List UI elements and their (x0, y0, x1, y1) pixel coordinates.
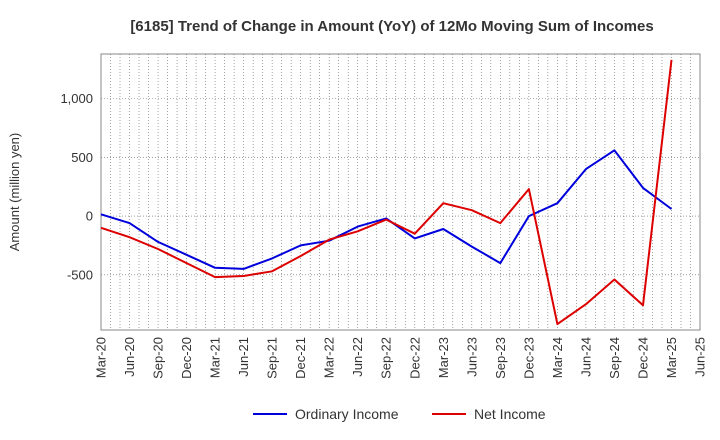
x-tick-label: Sep-21 (265, 337, 280, 379)
y-axis-ticks: -500 0 500 1,000 (60, 91, 93, 282)
x-tick-label: Dec-24 (635, 337, 650, 379)
chart-title: [6185] Trend of Change in Amount (YoY) o… (130, 18, 653, 35)
x-tick-label: Jun-24 (578, 337, 593, 377)
x-tick-label: Mar-21 (208, 337, 223, 378)
x-tick-label: Jun-20 (122, 337, 137, 377)
ordinary-income-line (100, 149, 673, 270)
x-tick-label: Mar-23 (436, 337, 451, 378)
x-tick-label: Dec-21 (293, 337, 308, 379)
x-axis-ticks: Mar-20 Jun-20 Sep-20 Dec-20 Mar-21 Jun-21 Sep-… (94, 337, 708, 379)
x-tick-label: Mar-22 (322, 337, 337, 378)
ordinary-income-legend-label: Ordinary Income (295, 406, 399, 422)
legend: Ordinary Income Net Income (253, 406, 546, 422)
y-tick-label: 500 (71, 150, 93, 165)
x-tick-label: Jun-23 (464, 337, 479, 377)
x-tick-label: Mar-24 (550, 337, 565, 378)
x-tick-label: Dec-22 (407, 337, 422, 379)
x-tick-label: Mar-20 (94, 337, 109, 378)
y-axis-label: Amount (million yen) (7, 133, 22, 252)
x-tick-label: Mar-25 (664, 337, 679, 378)
plot-area (100, 53, 701, 331)
x-tick-label: Jun-25 (693, 337, 708, 377)
y-tick-label: 1,000 (60, 91, 93, 106)
x-tick-label: Jun-21 (236, 337, 251, 377)
x-tick-label: Dec-20 (179, 337, 194, 379)
x-tick-label: Sep-24 (607, 337, 622, 379)
net-income-legend-label: Net Income (474, 406, 546, 422)
y-tick-label: -500 (67, 267, 93, 282)
gridlines (101, 54, 700, 330)
x-tick-label: Sep-20 (151, 337, 166, 379)
x-tick-label: Jun-22 (350, 337, 365, 377)
x-tick-label: Sep-23 (493, 337, 508, 379)
x-tick-label: Sep-22 (379, 337, 394, 379)
x-tick-label: Dec-23 (521, 337, 536, 379)
y-tick-label: 0 (86, 209, 93, 224)
net-income-line (100, 59, 673, 326)
series-lines (100, 59, 673, 326)
